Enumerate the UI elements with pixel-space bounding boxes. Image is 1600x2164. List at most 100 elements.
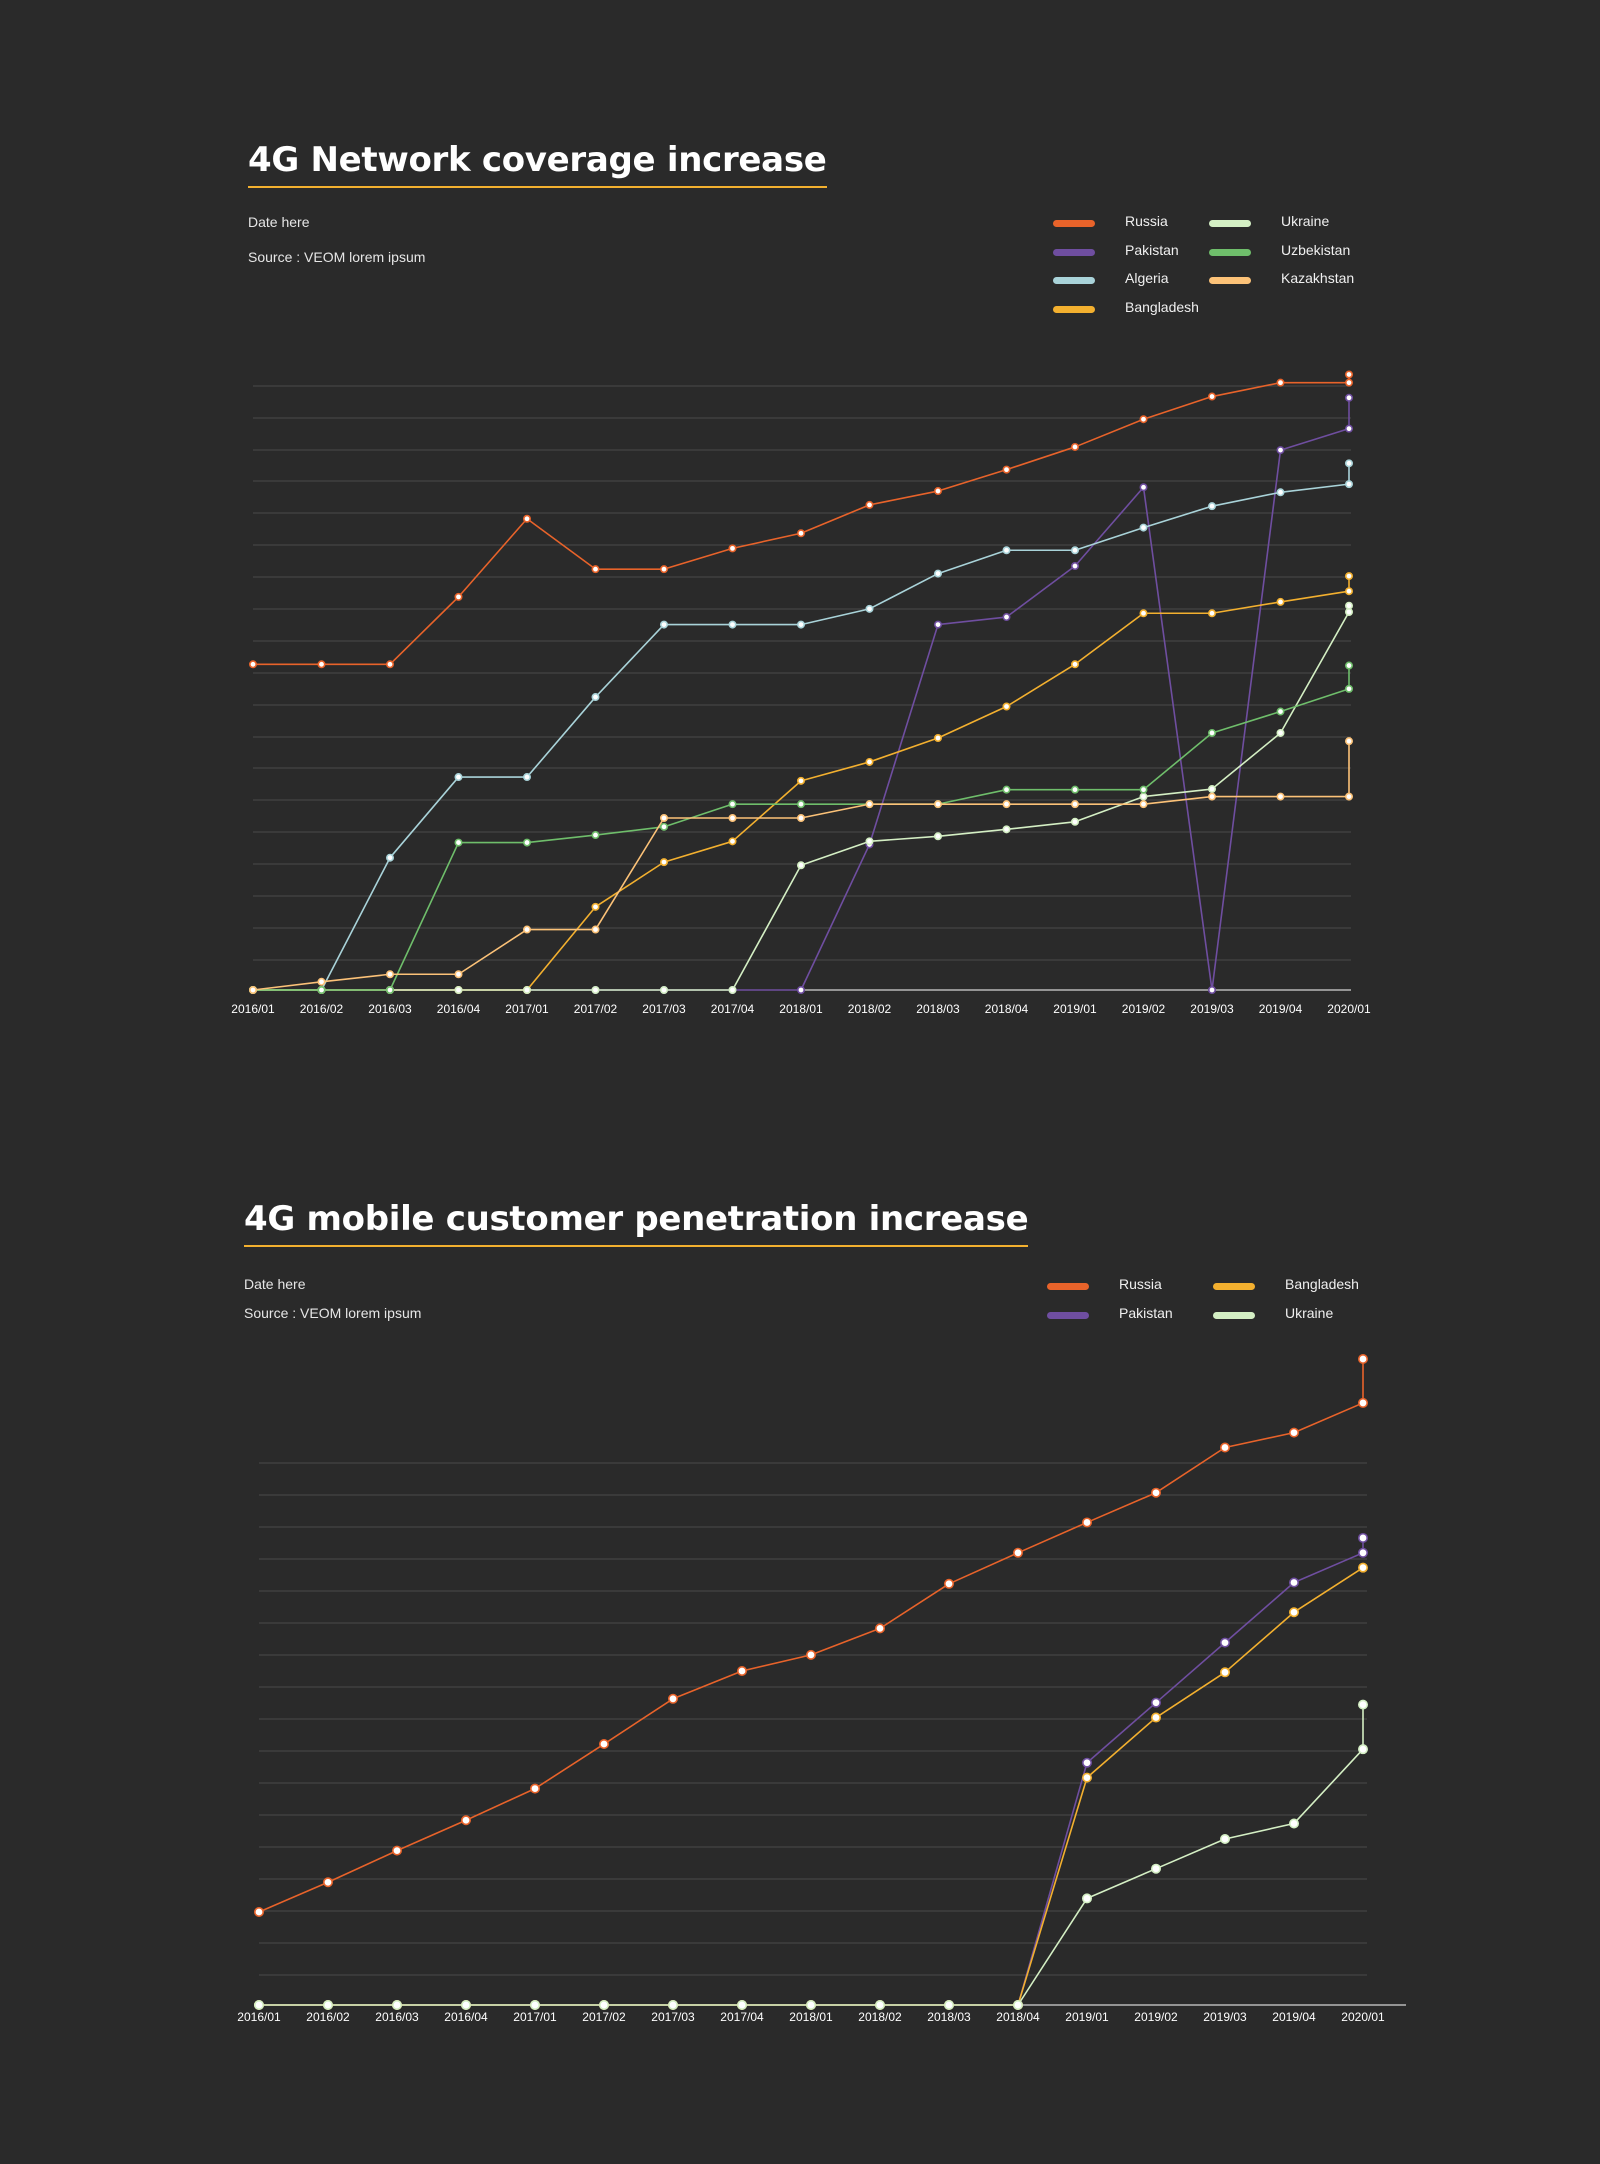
chart-date: Date here	[248, 214, 310, 230]
data-point	[796, 529, 805, 538]
data-point	[522, 985, 531, 994]
data-point	[805, 2000, 816, 2011]
series-ukraine	[259, 1704, 1364, 2006]
points-russia	[249, 370, 1354, 669]
data-point	[943, 2000, 954, 2011]
data-point	[598, 2000, 609, 2011]
data-point	[249, 660, 258, 669]
data-point	[1276, 707, 1285, 716]
data-point	[659, 985, 668, 994]
data-point	[1151, 1697, 1162, 1708]
data-point	[728, 800, 737, 809]
legend-label: Bangladesh	[1285, 1276, 1359, 1292]
data-point	[454, 985, 463, 994]
series-pakistan	[259, 1537, 1364, 2006]
legend-label: Algeria	[1125, 270, 1169, 286]
x-tick-label: 2018/02	[848, 1002, 892, 1016]
data-point	[522, 838, 531, 847]
data-point	[1151, 1712, 1162, 1723]
series-line	[259, 1552, 1364, 2006]
data-point	[591, 831, 600, 840]
data-point	[1151, 1863, 1162, 1874]
chart-title: 4G mobile customer penetration increase	[244, 1199, 1029, 1247]
data-point	[1139, 800, 1148, 809]
data-point	[1208, 985, 1217, 994]
data-point	[1082, 1757, 1093, 1768]
data-point	[1208, 609, 1217, 618]
x-tick-label: 2018/03	[927, 2010, 971, 2024]
series-bangladesh	[259, 1566, 1364, 2006]
data-point	[1276, 446, 1285, 455]
legend-swatch	[1209, 277, 1251, 284]
x-tick-label: 2019/01	[1053, 1002, 1097, 1016]
data-point	[254, 2000, 265, 2011]
data-point	[254, 1906, 265, 1917]
data-point	[865, 800, 874, 809]
data-point	[1208, 785, 1217, 794]
legend-label: Pakistan	[1119, 1305, 1173, 1321]
points-russia	[254, 1354, 1369, 1917]
data-point	[591, 693, 600, 702]
data-point	[667, 2000, 678, 2011]
data-point	[1345, 684, 1354, 693]
legend-swatch	[1053, 277, 1095, 284]
x-tick-label: 2016/04	[444, 2010, 488, 2024]
x-tick-label: 2016/03	[368, 1002, 412, 1016]
data-point	[1082, 1517, 1093, 1528]
data-point	[667, 1693, 678, 1704]
legend-swatch	[1053, 220, 1095, 227]
data-point	[1220, 1667, 1231, 1678]
x-tick-label: 2016/01	[231, 1002, 275, 1016]
data-point	[1289, 1607, 1300, 1618]
data-point	[728, 620, 737, 629]
data-point	[943, 1578, 954, 1589]
x-tick-label: 2017/02	[574, 1002, 618, 1016]
data-point	[865, 500, 874, 509]
data-point	[1220, 1833, 1231, 1844]
data-point	[454, 592, 463, 601]
legend-swatch	[1209, 248, 1251, 256]
x-tick-label: 2016/02	[300, 1002, 344, 1016]
data-point	[1071, 800, 1080, 809]
x-tick-label: 2016/03	[375, 2010, 419, 2024]
data-point	[1345, 480, 1354, 489]
data-point	[1002, 613, 1011, 622]
data-point	[317, 985, 326, 994]
data-point	[1139, 523, 1148, 532]
data-point	[796, 620, 805, 629]
x-tick-label: 2018/04	[985, 1002, 1029, 1016]
legend-swatch	[1047, 1283, 1089, 1290]
data-point	[933, 733, 942, 742]
data-point	[805, 1649, 816, 1660]
x-tick-label: 2016/02	[306, 2010, 350, 2024]
data-point	[736, 2000, 747, 2011]
data-point	[1071, 546, 1080, 555]
data-point	[659, 822, 668, 831]
data-point	[591, 565, 600, 574]
data-point	[796, 861, 805, 870]
data-point	[865, 837, 874, 846]
data-point	[391, 1845, 402, 1856]
end-point	[1345, 661, 1354, 670]
data-point	[1220, 1442, 1231, 1453]
x-tick-label: 2018/02	[858, 2010, 902, 2024]
chart-source: Source : VEOM lorem ipsum	[244, 1305, 422, 1321]
data-point	[728, 837, 737, 846]
data-point	[728, 985, 737, 994]
end-point	[1345, 459, 1354, 468]
data-point	[1276, 378, 1285, 387]
data-point	[317, 660, 326, 669]
x-tick-labels: 2016/01 2016/02 2016/03 2016/04 2017/01 2017/…	[231, 1002, 1371, 1016]
end-point	[1345, 393, 1354, 402]
data-point	[1012, 2000, 1023, 2011]
data-point	[322, 1877, 333, 1888]
data-point	[1358, 1547, 1369, 1558]
data-point	[1276, 792, 1285, 801]
chart-title: 4G Network coverage increase	[248, 140, 827, 188]
data-point	[1002, 825, 1011, 834]
x-tick-label: 2018/01	[789, 2010, 833, 2024]
data-point	[454, 773, 463, 782]
data-point	[1276, 488, 1285, 497]
data-point	[1289, 1577, 1300, 1588]
